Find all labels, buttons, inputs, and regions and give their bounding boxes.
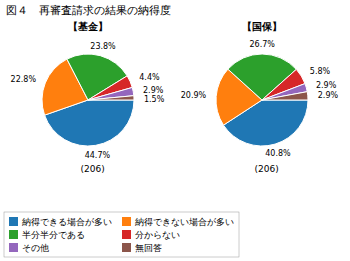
- legend-entry: 納得できる場合が多い: [9, 217, 112, 227]
- data-label: 2.9%: [316, 81, 337, 90]
- data-label: 22.8%: [11, 75, 37, 84]
- data-label: 26.7%: [249, 40, 275, 49]
- pie: 40.8% 20.9% 26.7% 5.8% 2.9%2.9%: [181, 40, 339, 159]
- data-label: 2.9%: [143, 85, 164, 94]
- chart: 図４ 再審査請求の結果の納得度44.7%22.8%23.8%4.4%2.9%1.…: [0, 0, 350, 261]
- legend-entry: 納得できない場合が多い: [122, 217, 234, 227]
- figure-title: 図４ 再審査請求の結果の納得度: [6, 4, 171, 17]
- slice: [262, 84, 307, 100]
- slice: [88, 96, 134, 100]
- legend-label: 無回答: [135, 243, 162, 253]
- legend-swatch: [122, 217, 131, 226]
- legend-swatch: [9, 230, 18, 239]
- data-label: 4.4%: [139, 73, 160, 82]
- data-label: 5.8%: [310, 67, 331, 76]
- legend-entry: その他: [9, 243, 49, 253]
- slice: [88, 87, 134, 100]
- chart-title: 【基金】: [68, 21, 108, 32]
- slices: [42, 54, 134, 146]
- legend-label: 納得できる場合が多い: [22, 217, 112, 227]
- slice: [262, 92, 308, 100]
- legend-swatch: [9, 243, 18, 252]
- legend: 納得できる場合が多い 納得できない場合が多い半分半分である 分からないその他 無回答: [4, 212, 239, 257]
- pie: 44.7% 22.8% 23.8% 4.4% 2.9%1.5%: [11, 42, 165, 160]
- data-label: 2.9%: [318, 91, 339, 100]
- legend-swatch: [9, 217, 18, 226]
- data-label: 44.7%: [85, 151, 111, 160]
- data-label: 23.8%: [90, 42, 116, 51]
- legend-label: 納得できない場合が多い: [135, 217, 234, 227]
- data-labels: 44.7% 22.8% 23.8% 4.4% 2.9%1.5%: [11, 42, 165, 160]
- data-label: 40.8%: [265, 149, 291, 158]
- legend-label: 分からない: [135, 230, 180, 240]
- annotation: (206): [80, 164, 104, 174]
- legend-label: 半分半分である: [22, 230, 85, 240]
- legend-entry: 半分半分である: [9, 230, 85, 240]
- chart-title: 【国保】: [242, 21, 282, 32]
- legend-swatch: [122, 243, 131, 252]
- data-labels: 40.8% 20.9% 26.7% 5.8% 2.9%2.9%: [181, 40, 339, 159]
- legend-label: その他: [22, 243, 49, 253]
- legend-swatch: [122, 230, 131, 239]
- data-label: 20.9%: [181, 91, 207, 100]
- data-label: 1.5%: [144, 94, 165, 103]
- slices: [216, 54, 308, 146]
- legend-frame: [4, 212, 239, 257]
- annotation: (206): [254, 164, 278, 174]
- legend-entry: 分からない: [122, 230, 180, 240]
- legend-entry: 無回答: [122, 243, 162, 253]
